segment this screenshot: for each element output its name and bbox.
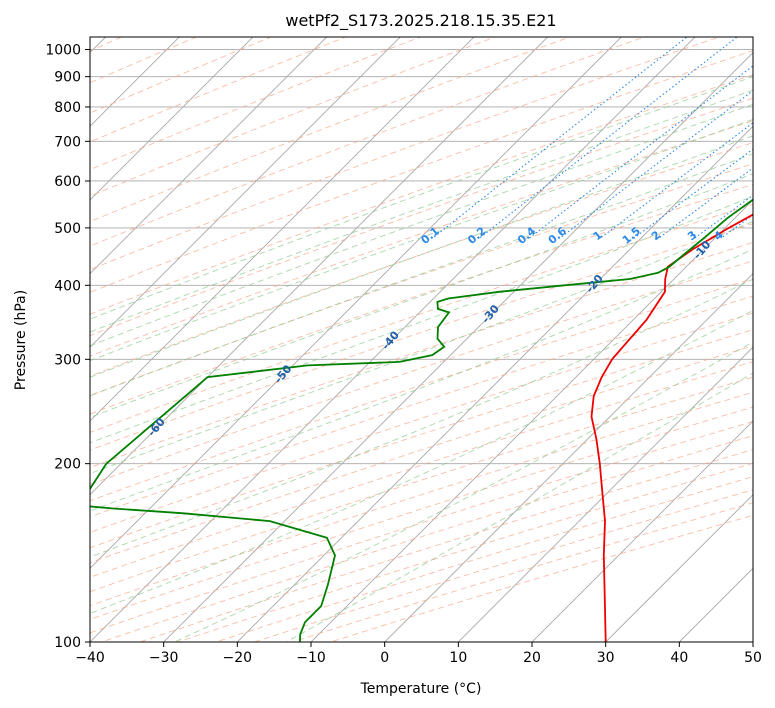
- plot-frame: [89, 36, 754, 643]
- mixing-ratio-label: 6: [750, 228, 764, 243]
- mixing-ratio-line: [760, 25, 775, 238]
- dry-adiabat-line: [90, 391, 753, 607]
- dry-adiabat-line: [90, 345, 753, 564]
- mixing-ratio-lines: [432, 25, 775, 239]
- pressure-grid-lines: [90, 49, 753, 642]
- moist-adiabat-line: [90, 173, 753, 418]
- y-axis-ticks: 100 200 300 400 500 600 700 800 900 1000: [45, 43, 90, 651]
- dry-adiabat-label: -60: [145, 415, 168, 439]
- dry-adiabat-line: [90, 37, 646, 247]
- moist-adiabat-line: [90, 153, 753, 397]
- moist-adiabat-line: [285, 372, 753, 642]
- x-tick-label: 40: [670, 650, 688, 666]
- x-tick-label: −40: [75, 650, 105, 666]
- dewpoint-profile-line: [90, 198, 753, 642]
- y-tick-label: 700: [54, 134, 81, 150]
- dry-adiabat-line: [138, 449, 753, 642]
- mixing-ratio-line: [633, 148, 753, 239]
- y-tick-label: 100: [54, 635, 81, 651]
- isotherm-line: [90, 37, 254, 201]
- dry-adiabat-line: [290, 502, 753, 642]
- isotherm-line: [90, 37, 328, 275]
- dry-adiabat-line: [90, 37, 497, 197]
- chart-title: wetPf2_S173.2025.218.15.35.E21: [285, 11, 556, 31]
- y-tick-label: 200: [54, 457, 81, 473]
- dry-adiabat-line: [90, 37, 347, 143]
- dry-adiabat-label: -40: [379, 328, 402, 352]
- mixing-ratio-line: [599, 122, 753, 239]
- dry-adiabat-label: -70: [20, 467, 43, 491]
- plot-area: 0.10.20.40.611.52346810131620253036-100-…: [20, 25, 775, 642]
- isotherm-line: [384, 273, 753, 642]
- x-tick-label: −30: [149, 650, 179, 666]
- dry-adiabat-line: [100, 435, 753, 642]
- mixing-ratio-label: 3: [685, 228, 699, 243]
- isotherm-line: [457, 346, 753, 642]
- dry-adiabat-line: [90, 50, 753, 293]
- x-tick-label: 30: [597, 650, 615, 666]
- x-tick-label: −10: [296, 650, 326, 666]
- y-tick-label: 500: [54, 221, 81, 237]
- x-tick-label: 20: [523, 650, 541, 666]
- y-tick-label: 900: [54, 70, 81, 86]
- x-tick-label: 0: [380, 650, 389, 666]
- mixing-ratio-line: [478, 37, 738, 239]
- y-tick-label: 400: [54, 278, 81, 294]
- mixing-ratio-line: [528, 65, 753, 239]
- x-tick-label: −20: [223, 650, 253, 666]
- isotherm-line: [90, 37, 696, 642]
- isotherm-line: [678, 567, 753, 642]
- adiabat-labels: 0.10.20.40.611.52346810131620253036-100-…: [20, 224, 764, 491]
- moist-adiabat-line: [90, 76, 753, 320]
- isotherm-line: [531, 420, 753, 642]
- moist-adiabat-lines: [90, 76, 753, 642]
- dry-adiabat-line: [90, 312, 753, 533]
- x-tick-label: 50: [744, 650, 762, 666]
- moist-adiabat-line: [90, 248, 753, 512]
- isotherm-line: [90, 37, 475, 422]
- dry-adiabat-line: [90, 37, 572, 223]
- sounding-series: [90, 198, 753, 642]
- dry-adiabat-line: [90, 97, 753, 337]
- dry-adiabat-line: [90, 74, 753, 315]
- moist-adiabat-line: [90, 118, 753, 362]
- x-tick-label: 10: [449, 650, 467, 666]
- y-axis-label: Pressure (hPa): [13, 290, 29, 390]
- y-tick-label: 800: [54, 100, 81, 116]
- temperature-profile-line: [590, 213, 753, 642]
- isotherm-line: [236, 125, 753, 642]
- moist-adiabat-line: [90, 195, 753, 444]
- isotherm-line: [310, 199, 753, 642]
- y-tick-label: 600: [54, 174, 81, 190]
- dry-adiabat-line: [90, 120, 753, 357]
- dry-adiabat-line: [90, 376, 753, 593]
- mixing-ratio-line: [559, 90, 753, 239]
- moist-adiabat-line: [90, 103, 753, 347]
- dry-adiabat-line: [90, 37, 273, 114]
- dry-adiabat-line: [90, 241, 753, 469]
- dry-adiabat-line: [90, 37, 198, 84]
- mixing-ratio-line: [432, 37, 688, 239]
- isotherm-line: [605, 494, 753, 642]
- dry-adiabat-line: [90, 278, 753, 502]
- mixing-ratio-label: 2: [649, 228, 663, 243]
- isotherm-line: [90, 37, 622, 569]
- dry-adiabat-line: [90, 37, 721, 271]
- y-tick-label: 300: [54, 352, 81, 368]
- x-axis-ticks: −40 −30 −20 −10 0 10 20 30 40 50: [75, 642, 762, 666]
- x-axis-label: Temperature (°C): [360, 681, 482, 697]
- y-tick-label: 1000: [45, 43, 81, 59]
- isotherm-line: [90, 37, 549, 496]
